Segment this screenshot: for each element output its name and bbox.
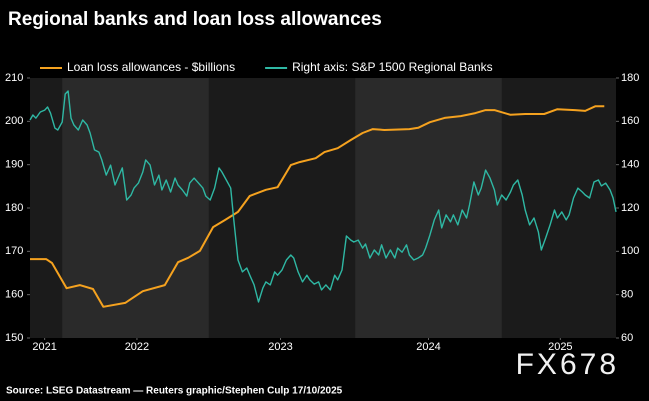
y-tick-label: 180 xyxy=(5,202,23,214)
y-tick-label: 190 xyxy=(5,159,23,171)
source: Source: LSEG Datastream — Reuters graphi… xyxy=(6,386,343,397)
legend-label: Right axis: S&P 1500 Regional Banks xyxy=(292,60,493,74)
x-tick-label: 2023 xyxy=(268,341,292,353)
line-series xyxy=(29,90,617,303)
x-tick-label: 2024 xyxy=(416,341,440,353)
y2-tick-label: 80 xyxy=(621,289,633,301)
chart-title: Regional banks and loan loss allowances xyxy=(8,9,382,30)
y-tick-label: 150 xyxy=(5,332,23,344)
legend-label: Loan loss allowances - $billions xyxy=(67,60,235,74)
watermark: FX678 xyxy=(516,348,619,381)
y-tick-label: 210 xyxy=(5,72,23,84)
y2-tick-label: 60 xyxy=(621,332,633,344)
y2-tick-label: 120 xyxy=(621,202,639,214)
y-tick-label: 160 xyxy=(5,289,23,301)
y-tick-label: 170 xyxy=(5,245,23,257)
y2-tick-label: 140 xyxy=(621,159,639,171)
x-tick-label: 2021 xyxy=(32,341,56,353)
y2-tick-label: 100 xyxy=(621,245,639,257)
x-tick-label: 2025 xyxy=(548,341,572,353)
year-band xyxy=(355,78,502,338)
x-tick-label: 2022 xyxy=(125,341,149,353)
y-tick-label: 200 xyxy=(5,115,23,127)
year-band xyxy=(62,78,209,338)
line-series xyxy=(30,105,605,308)
y2-tick-label: 180 xyxy=(621,72,639,84)
y2-tick-label: 160 xyxy=(621,115,639,127)
year-bands xyxy=(30,78,616,338)
